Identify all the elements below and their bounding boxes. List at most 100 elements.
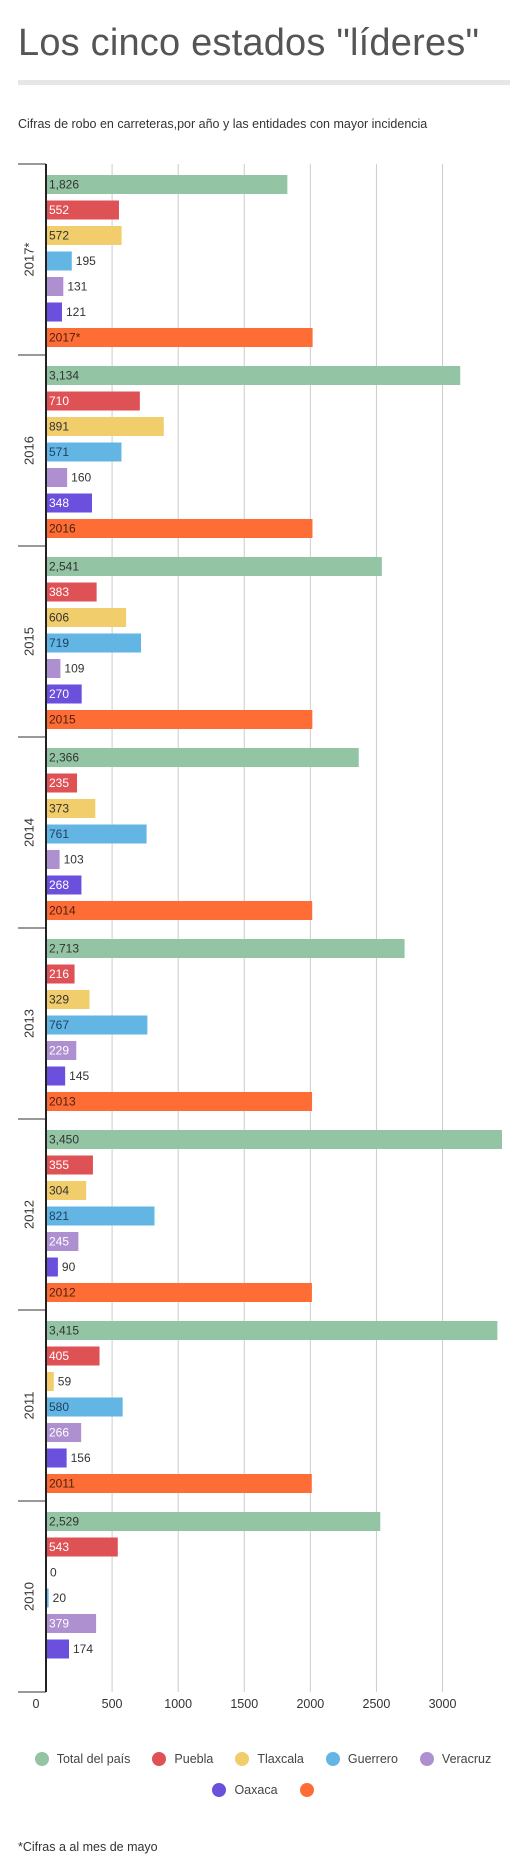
bar xyxy=(46,366,461,385)
data-label: 20 xyxy=(53,1591,67,1605)
bar xyxy=(46,417,164,436)
data-label: 304 xyxy=(49,1184,69,1198)
legend-label: Guerrero xyxy=(347,1752,398,1766)
data-label: 405 xyxy=(49,1349,69,1363)
data-label: 571 xyxy=(49,445,69,459)
bar xyxy=(46,251,72,271)
data-label: 348 xyxy=(49,496,69,510)
data-label: 606 xyxy=(49,611,69,625)
bar xyxy=(46,990,90,1009)
data-label: 160 xyxy=(71,471,91,485)
data-label: 3,134 xyxy=(49,369,79,383)
y-category-label: 2011 xyxy=(21,1392,36,1420)
x-tick-label: 500 xyxy=(102,1697,123,1711)
bar xyxy=(46,875,82,895)
bar-chart: 2017* 1,826 552 572 195 131 121 2017* 2016 3,134 7… xyxy=(18,163,502,1711)
data-label: 0 xyxy=(50,1566,57,1580)
bar xyxy=(46,939,405,958)
data-label: 3,450 xyxy=(49,1133,79,1147)
data-label: 245 xyxy=(49,1235,69,1249)
bar xyxy=(46,1397,123,1417)
data-label: 131 xyxy=(67,280,87,294)
bar xyxy=(46,1346,100,1366)
legend-row: Total del país Puebla Tlaxcala Guerrero Vera… xyxy=(0,1752,526,1766)
legend-row: Oaxaca xyxy=(0,1783,526,1797)
bar xyxy=(46,519,313,538)
bar xyxy=(46,659,61,678)
bar xyxy=(46,1257,58,1277)
data-label: 3,415 xyxy=(49,1324,79,1338)
bar xyxy=(46,1181,87,1200)
data-label: 383 xyxy=(49,585,69,599)
data-label: 379 xyxy=(49,1617,69,1631)
page-title: Los cinco estados "líderes" xyxy=(18,22,480,64)
data-label: 767 xyxy=(49,1018,69,1032)
data-label: 59 xyxy=(58,1375,72,1389)
data-label: 821 xyxy=(49,1209,69,1223)
data-label: 572 xyxy=(49,229,69,243)
bar xyxy=(46,442,122,462)
bar xyxy=(46,1512,381,1531)
y-category-label: 2017* xyxy=(21,243,36,277)
bar xyxy=(46,710,313,729)
bar xyxy=(46,1206,155,1226)
data-label: 552 xyxy=(49,203,69,217)
bar xyxy=(46,1321,498,1340)
legend-item: Puebla xyxy=(152,1752,213,1766)
data-label: 268 xyxy=(49,878,69,892)
data-label: 235 xyxy=(49,776,69,790)
legend-label: Tlaxcala xyxy=(257,1752,304,1766)
bar xyxy=(46,748,359,767)
data-label: 2016 xyxy=(49,522,76,536)
bar xyxy=(46,582,97,602)
legend-item: Oaxaca xyxy=(212,1783,278,1797)
data-label: 216 xyxy=(49,967,69,981)
bar xyxy=(46,302,62,322)
bar xyxy=(46,493,92,513)
legend-swatch xyxy=(212,1783,227,1797)
data-label: 1,826 xyxy=(49,178,79,192)
legend-item xyxy=(299,1783,314,1797)
bar xyxy=(46,1423,82,1442)
data-label: 710 xyxy=(49,394,69,408)
title-divider xyxy=(18,80,510,85)
legend-swatch xyxy=(419,1752,434,1766)
bar xyxy=(46,1474,312,1493)
x-tick-label: 0 xyxy=(33,1697,40,1711)
bar xyxy=(46,1155,93,1175)
bar xyxy=(46,964,75,984)
bar xyxy=(46,608,127,627)
data-label: 270 xyxy=(49,687,69,701)
legend-swatch xyxy=(299,1783,314,1797)
bar xyxy=(46,850,60,869)
bar xyxy=(46,468,68,487)
bar xyxy=(46,1448,67,1468)
bar xyxy=(46,901,313,920)
legend-label: Oaxaca xyxy=(234,1783,278,1797)
legend-swatch xyxy=(325,1752,340,1766)
bar xyxy=(46,773,78,793)
bar xyxy=(46,633,142,653)
bar xyxy=(46,557,382,576)
legend-label: Veracruz xyxy=(441,1752,492,1766)
bar xyxy=(46,1041,77,1060)
x-tick-label: 1000 xyxy=(164,1697,192,1711)
data-label: 373 xyxy=(49,802,69,816)
data-label: 761 xyxy=(49,827,69,841)
chart-subtitle: Cifras de robo en carreteras,por año y l… xyxy=(18,117,428,131)
bar xyxy=(46,1639,69,1659)
legend-item: Tlaxcala xyxy=(235,1752,304,1766)
data-label: 145 xyxy=(69,1069,89,1083)
data-label: 2014 xyxy=(49,904,76,918)
data-label: 580 xyxy=(49,1400,69,1414)
bar xyxy=(46,200,119,220)
x-tick-label: 1500 xyxy=(230,1697,258,1711)
bar xyxy=(46,799,96,818)
data-label: 156 xyxy=(71,1451,91,1465)
y-category-label: 2016 xyxy=(21,436,36,465)
bar xyxy=(46,277,64,296)
y-category-label: 2012 xyxy=(21,1200,36,1229)
footnote: *Cifras a al mes de mayo xyxy=(18,1840,158,1854)
data-label: 719 xyxy=(49,636,69,650)
data-label: 2017* xyxy=(49,331,81,345)
